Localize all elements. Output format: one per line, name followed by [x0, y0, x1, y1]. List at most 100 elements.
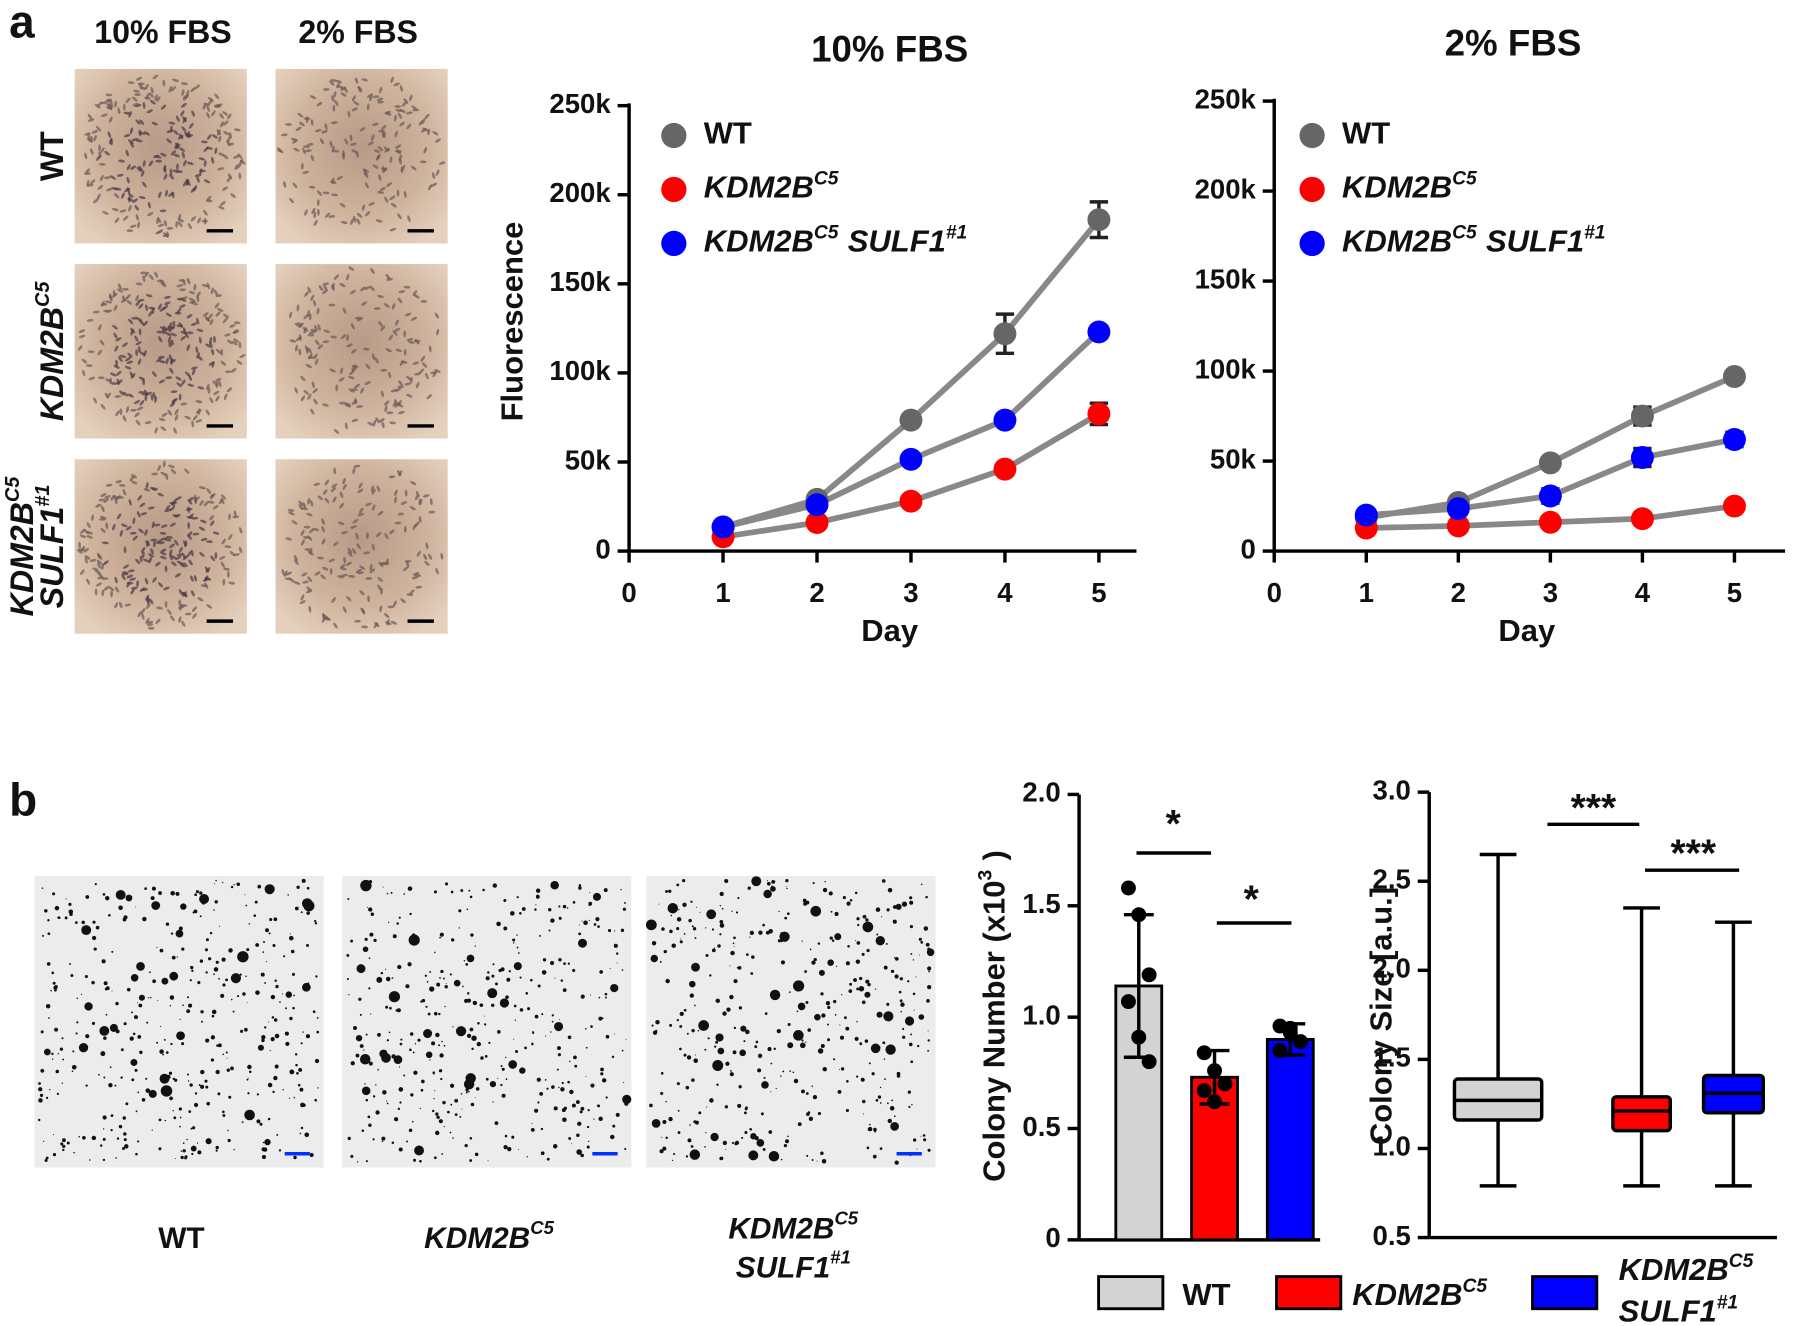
cell	[119, 209, 127, 213]
cell	[331, 95, 335, 102]
colony	[587, 1140, 590, 1143]
cell	[129, 224, 137, 229]
cell	[140, 271, 148, 275]
cell	[196, 295, 200, 303]
cell	[397, 213, 402, 220]
cell	[226, 570, 230, 578]
cell	[212, 531, 220, 535]
cell	[200, 140, 208, 144]
cell	[207, 500, 215, 504]
cell	[162, 304, 169, 310]
colony	[900, 1002, 905, 1007]
colony	[796, 1010, 799, 1013]
cell	[341, 530, 348, 535]
colony	[516, 946, 519, 949]
cell	[340, 367, 344, 375]
y-tick-label: 250k	[1195, 83, 1257, 114]
cell	[135, 300, 141, 307]
colony	[169, 1096, 173, 1101]
cell	[135, 294, 139, 302]
cell	[390, 620, 398, 625]
cell	[397, 112, 403, 119]
cell	[324, 123, 328, 130]
cell	[157, 464, 161, 472]
cell	[118, 601, 123, 609]
colony	[52, 981, 56, 985]
colony	[713, 947, 716, 949]
cell	[349, 369, 355, 376]
colony	[150, 996, 152, 999]
colony	[188, 1110, 192, 1114]
cell	[438, 161, 446, 165]
cell	[117, 283, 122, 290]
colony	[716, 1083, 719, 1086]
cell	[135, 419, 141, 426]
colony	[438, 1012, 441, 1016]
cell	[361, 78, 369, 82]
colony	[465, 1088, 469, 1092]
colony	[801, 1089, 805, 1094]
cell	[426, 394, 432, 400]
colony	[386, 892, 389, 895]
cell	[148, 92, 154, 98]
colony	[200, 1069, 205, 1075]
cell	[418, 515, 422, 523]
colony	[722, 1140, 727, 1146]
colony	[508, 1060, 518, 1069]
cell	[373, 622, 378, 629]
cell	[200, 537, 208, 542]
panel-label: b	[9, 774, 37, 826]
label: Colony Number (x103)	[975, 850, 1012, 1182]
colony	[745, 1106, 748, 1110]
label-part: KDM2B	[728, 1213, 834, 1246]
colony	[78, 1043, 89, 1053]
colony	[578, 884, 582, 887]
label-part: SULF1	[35, 507, 71, 609]
colony	[757, 1068, 762, 1073]
cell	[294, 387, 299, 394]
cell	[147, 201, 151, 209]
cell	[164, 189, 168, 197]
cell	[237, 153, 243, 160]
colony	[245, 904, 248, 907]
label-part: C5	[1452, 168, 1477, 189]
colony	[519, 912, 522, 915]
cell	[156, 96, 161, 103]
colony	[597, 1105, 600, 1108]
colony	[709, 974, 712, 977]
colony	[54, 984, 58, 989]
significance: *	[1244, 879, 1260, 922]
cell	[308, 313, 312, 321]
cell	[127, 569, 135, 573]
colony	[396, 922, 399, 925]
colony	[665, 1100, 667, 1103]
colony	[492, 963, 495, 966]
colony	[474, 1097, 476, 1099]
colony	[519, 1067, 526, 1074]
cell	[104, 150, 111, 156]
cell	[398, 380, 403, 386]
cell	[400, 360, 408, 364]
colony	[186, 1073, 190, 1076]
colony	[64, 916, 68, 920]
colony	[412, 1120, 414, 1123]
colony	[886, 908, 890, 912]
label: KDM2BC5	[424, 1217, 554, 1254]
cell	[114, 395, 122, 398]
colony	[698, 1111, 702, 1115]
colony	[501, 1067, 505, 1071]
colony	[186, 1009, 191, 1014]
cell	[342, 606, 347, 613]
colony	[149, 971, 151, 974]
colony	[738, 1085, 742, 1089]
colony	[571, 1143, 573, 1145]
colony	[260, 972, 265, 977]
y-tick-label: 0	[1045, 1222, 1060, 1253]
cell	[158, 336, 163, 343]
cell	[385, 558, 389, 566]
colony	[297, 1083, 301, 1087]
cell	[222, 111, 229, 116]
colony	[902, 1027, 905, 1031]
cell	[191, 110, 196, 117]
colony	[558, 1086, 560, 1089]
